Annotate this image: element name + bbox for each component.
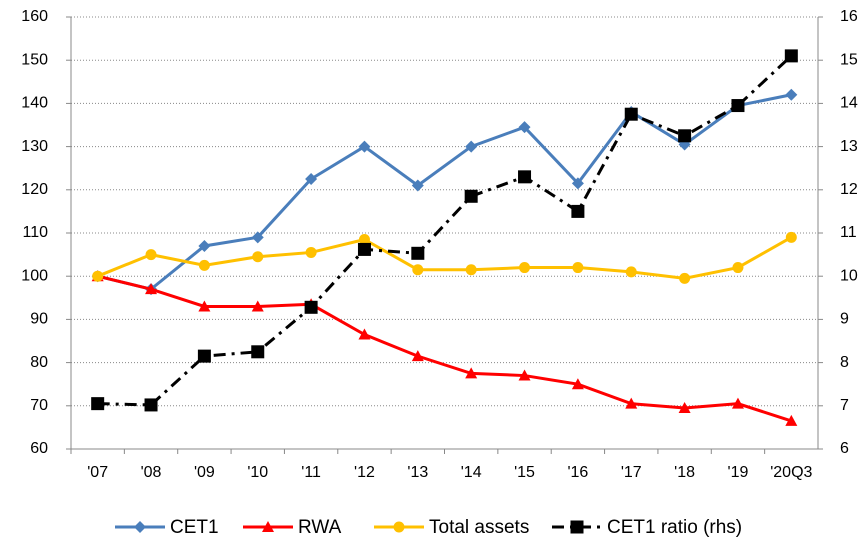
series-marker — [92, 270, 104, 282]
legend-marker — [393, 521, 405, 533]
legend-marker — [570, 520, 584, 534]
series-marker — [624, 107, 638, 121]
y-tick-label: 160 — [21, 8, 48, 25]
series-marker — [571, 378, 584, 390]
series-marker — [411, 246, 425, 260]
x-tick-label: '08 — [141, 464, 162, 481]
series-marker — [358, 140, 371, 153]
series-marker — [571, 177, 584, 190]
x-tick-label: '17 — [621, 464, 642, 481]
y-tick-label: 100 — [21, 267, 48, 284]
legend-marker — [262, 521, 274, 532]
y2-tick-label: 12 — [840, 181, 858, 198]
series-marker — [518, 170, 532, 184]
x-tick-label: '13 — [407, 464, 428, 481]
series-marker — [357, 242, 371, 256]
series-marker — [625, 266, 637, 278]
series-marker — [518, 121, 531, 134]
y-tick-label: 150 — [21, 51, 48, 68]
series-marker — [731, 99, 745, 113]
series-marker — [678, 129, 692, 143]
series-marker — [411, 350, 424, 362]
legend-marker — [134, 521, 146, 533]
series-marker — [465, 367, 478, 379]
series-marker — [678, 401, 691, 413]
legend-label: CET1 ratio (rhs) — [607, 517, 742, 538]
series-marker — [785, 231, 797, 243]
series-line — [97, 236, 793, 280]
y-tick-label: 80 — [30, 354, 48, 371]
series-marker — [358, 328, 371, 340]
series-marker — [198, 239, 211, 252]
series-marker — [572, 262, 584, 274]
series-marker — [305, 173, 318, 185]
series-marker — [145, 249, 157, 261]
x-tick-label: '19 — [728, 464, 749, 481]
x-tick-label: '12 — [354, 464, 375, 481]
y2-tick-label: 9 — [840, 311, 849, 328]
y-tick-label: 120 — [21, 181, 48, 198]
y2-tick-label: 13 — [840, 138, 858, 155]
legend-label: Total assets — [429, 517, 529, 538]
series-marker — [144, 398, 158, 412]
x-tick-label: '14 — [461, 464, 482, 481]
series-marker — [304, 300, 318, 314]
y-tick-label: 60 — [30, 440, 48, 457]
legend-label: CET1 — [170, 517, 219, 538]
series-marker — [358, 233, 370, 245]
y-tick-label: 70 — [30, 397, 48, 414]
series-marker — [412, 264, 424, 276]
series-marker — [252, 251, 264, 263]
series-marker — [251, 231, 264, 244]
y-tick-label: 110 — [22, 224, 48, 241]
x-tick-label: '07 — [87, 464, 108, 481]
x-tick-label: '16 — [567, 464, 588, 481]
series-marker — [251, 345, 265, 359]
x-tick-label: '20Q3 — [770, 464, 812, 481]
series-line — [97, 93, 792, 291]
series-line — [97, 274, 792, 423]
series-marker — [732, 262, 744, 274]
series-line — [97, 54, 793, 407]
series-marker — [197, 349, 211, 363]
y2-tick-label: 11 — [840, 224, 857, 241]
x-tick-label: '18 — [674, 464, 695, 481]
series-marker — [519, 262, 531, 274]
y2-tick-label: 14 — [840, 95, 858, 112]
series-marker — [411, 179, 424, 192]
series-marker — [465, 140, 478, 153]
y2-tick-label: 10 — [840, 267, 858, 284]
series-marker — [784, 49, 798, 63]
x-tick-label: '11 — [301, 464, 321, 481]
series-marker — [91, 397, 105, 411]
series-marker — [731, 397, 744, 409]
legend-label: RWA — [298, 517, 342, 538]
series-marker — [679, 272, 691, 284]
x-tick-label: '15 — [514, 464, 535, 481]
series-marker — [518, 369, 531, 381]
series-marker — [198, 300, 211, 312]
series-marker — [625, 397, 638, 409]
y2-tick-label: 7 — [840, 397, 849, 414]
series-marker — [465, 264, 477, 276]
y-tick-label: 140 — [21, 95, 48, 112]
x-tick-label: '09 — [194, 464, 215, 481]
y2-tick-label: 15 — [840, 51, 858, 68]
series-marker — [785, 88, 798, 101]
series-marker — [145, 283, 158, 295]
series-marker — [305, 246, 317, 258]
y-tick-label: 130 — [21, 138, 48, 155]
series-marker — [571, 204, 585, 218]
y2-tick-label: 6 — [840, 440, 849, 457]
series-marker — [464, 189, 478, 203]
y-tick-label: 90 — [30, 311, 48, 328]
x-tick-label: '10 — [247, 464, 268, 481]
y2-tick-label: 16 — [840, 8, 858, 25]
y2-tick-label: 8 — [840, 354, 849, 371]
series-marker — [251, 300, 264, 312]
series-marker — [785, 414, 798, 426]
series-marker — [198, 259, 210, 271]
